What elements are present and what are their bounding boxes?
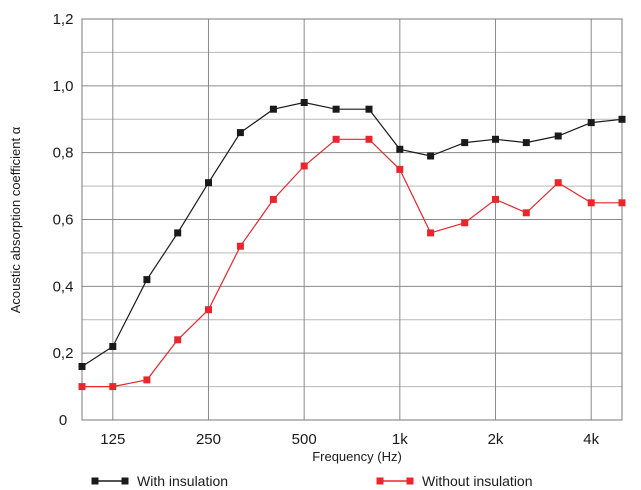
series-line-2	[82, 138, 622, 388]
data-point	[554, 179, 562, 187]
data-point	[269, 195, 277, 203]
data-point	[461, 219, 469, 227]
x-tick-label: 1k	[392, 431, 408, 448]
data-point	[522, 139, 530, 147]
data-point	[587, 199, 595, 207]
data-point	[427, 229, 435, 237]
data-point	[205, 179, 212, 187]
x-tick-label: 500	[292, 431, 317, 448]
legend-label: Without insulation	[422, 473, 533, 489]
x-tick-label: 2k	[488, 431, 504, 448]
data-point	[492, 135, 499, 143]
y-axis-label: Acoustic absorption coefficient α	[8, 126, 23, 313]
data-point	[109, 343, 117, 350]
data-point	[492, 195, 499, 203]
legend-label: With insulation	[137, 473, 228, 489]
data-point	[618, 115, 626, 123]
y-tick-label: 0,4	[53, 278, 74, 295]
data-point	[461, 139, 469, 147]
legend: With insulation Without insulation	[91, 473, 533, 489]
data-point	[587, 119, 595, 127]
y-tick-label: 1,2	[53, 11, 74, 28]
data-point	[332, 105, 340, 113]
data-point	[396, 165, 404, 173]
y-tick-label: 0	[59, 412, 67, 429]
data-point	[174, 336, 182, 344]
legend-marker	[406, 477, 414, 485]
data-point	[522, 209, 530, 217]
y-tick-label: 0,2	[53, 345, 74, 362]
data-point	[554, 132, 562, 140]
data-point	[236, 242, 244, 250]
data-point	[236, 129, 244, 137]
data-point	[109, 383, 117, 391]
data-point	[205, 306, 212, 314]
grid	[82, 19, 622, 420]
data-point	[427, 152, 435, 160]
plot-frame	[81, 18, 623, 421]
data-point	[365, 105, 373, 113]
data-point	[332, 135, 340, 143]
series-line-1	[81, 101, 623, 368]
y-tick-label: 0,8	[53, 145, 74, 162]
y-tick-label: 0,6	[53, 212, 74, 229]
data-point	[396, 145, 404, 153]
data-point	[618, 199, 626, 207]
y-tick-labels: 0 0,2 0,4 0,6 0,8 1,0 1,2	[53, 11, 74, 429]
x-tick-label: 125	[100, 431, 125, 448]
data-point	[78, 363, 86, 370]
x-axis-label: Frequency (Hz)	[312, 449, 402, 464]
legend-marker	[121, 477, 129, 485]
data-point	[143, 276, 151, 284]
y-tick-label: 1,0	[53, 78, 74, 95]
data-point	[365, 135, 373, 143]
data-point	[78, 383, 86, 391]
data-point	[269, 105, 277, 113]
legend-marker	[91, 477, 99, 485]
data-point	[300, 162, 308, 170]
x-tick-labels: 125 250 500 1k 2k 4k	[100, 431, 599, 448]
data-point	[174, 229, 182, 237]
series-group	[78, 99, 626, 391]
data-point	[300, 99, 308, 106]
x-tick-label: 4k	[583, 431, 599, 448]
data-point	[143, 376, 151, 384]
x-tick-label: 250	[196, 431, 221, 448]
legend-marker	[376, 477, 384, 485]
